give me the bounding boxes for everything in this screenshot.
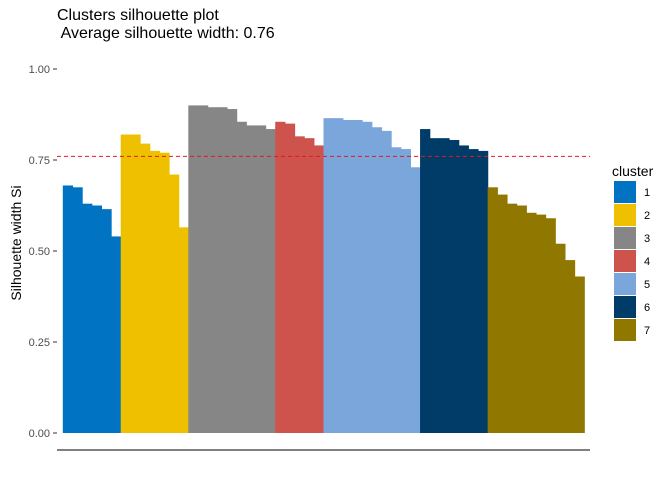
silhouette-bar-cluster-7 [564,260,576,433]
legend-swatch-4 [614,250,636,272]
silhouette-bar-cluster-1 [62,185,74,433]
silhouette-bar-cluster-5 [381,130,392,433]
legend-swatch-6 [614,296,636,318]
silhouette-bar-cluster-1 [82,203,93,433]
silhouette-bar-cluster-2 [169,174,180,433]
silhouette-bar-cluster-4 [294,136,305,433]
silhouette-bar-cluster-4 [313,145,325,433]
silhouette-bar-cluster-6 [458,145,469,433]
silhouette-bar-cluster-5 [391,147,402,433]
silhouette-bar-cluster-7 [516,205,527,433]
y-tick-label: 0.50 [29,246,50,258]
silhouette-bar-cluster-5 [342,119,354,434]
y-tick-label: 1.00 [29,64,50,76]
silhouette-bar-cluster-7 [497,194,508,433]
y-axis-label: Silhouette width Si [8,185,24,300]
legend-label-5: 5 [644,279,650,291]
silhouette-bar-cluster-3 [265,129,276,433]
silhouette-bar-cluster-5 [333,118,344,433]
y-tick-label: 0.00 [29,428,50,440]
silhouette-bar-cluster-6 [439,138,450,433]
bars-group [62,105,585,434]
y-tick-label: 0.25 [29,337,50,349]
silhouette-bar-cluster-2 [140,143,151,433]
silhouette-bar-cluster-7 [526,212,537,433]
legend-label-4: 4 [644,256,650,268]
chart-subtitle: Average silhouette width: 0.76 [57,25,275,42]
silhouette-bar-cluster-6 [429,138,440,433]
silhouette-bar-cluster-7 [545,218,556,433]
silhouette-bar-cluster-5 [371,127,383,434]
silhouette-bar-cluster-3 [207,107,218,433]
silhouette-bar-cluster-6 [449,139,460,434]
silhouette-bar-cluster-7 [555,243,566,433]
silhouette-bar-cluster-6 [477,150,489,433]
silhouette-bar-cluster-5 [352,119,363,434]
silhouette-bar-cluster-4 [275,121,286,433]
legend-label-6: 6 [644,302,650,314]
silhouette-bar-cluster-3 [226,109,238,433]
silhouette-bar-cluster-2 [130,134,141,433]
legend-label-1: 1 [644,187,650,199]
silhouette-bar-cluster-1 [91,205,103,433]
silhouette-bar-cluster-3 [217,107,228,433]
silhouette-bar-cluster-2 [149,150,160,433]
silhouette-bar-cluster-5 [400,149,412,433]
silhouette-bar-cluster-4 [304,138,315,433]
silhouette-bar-cluster-3 [236,121,247,433]
legend: cluster 1 2 3 4 5 6 7 [612,163,654,341]
silhouette-bar-cluster-1 [72,187,83,433]
legend-swatch-7 [614,319,636,341]
legend-swatch-5 [614,273,636,295]
y-axis-ticks: 0.00 0.25 0.50 0.75 1.00 [29,64,57,440]
silhouette-bar-cluster-4 [284,123,296,433]
silhouette-bar-cluster-6 [420,129,431,433]
legend-title: cluster [612,163,654,179]
chart-title: Clusters silhouette plot [57,7,219,24]
silhouette-bar-cluster-2 [159,152,170,433]
silhouette-bar-cluster-6 [468,149,479,433]
silhouette-bar-cluster-5 [323,118,334,433]
y-tick-label: 0.75 [29,155,50,167]
silhouette-bar-cluster-7 [535,214,547,433]
silhouette-bar-cluster-7 [487,187,498,433]
silhouette-bar-cluster-1 [101,209,112,433]
legend-label-2: 2 [644,210,650,222]
legend-swatch-1 [614,181,636,203]
silhouette-bar-cluster-3 [246,125,257,434]
legend-swatch-2 [614,204,636,226]
legend-label-3: 3 [644,233,650,245]
silhouette-bar-cluster-2 [178,227,189,433]
silhouette-bar-cluster-3 [188,105,199,434]
silhouette-bar-cluster-3 [255,125,267,434]
silhouette-bar-cluster-7 [506,203,518,433]
silhouette-bar-cluster-7 [574,276,585,433]
legend-swatch-3 [614,227,636,249]
legend-label-7: 7 [644,325,650,337]
silhouette-bar-cluster-1 [111,236,122,433]
silhouette-bar-cluster-2 [120,134,131,433]
silhouette-bar-cluster-5 [410,167,421,433]
silhouette-bar-cluster-3 [197,105,209,434]
silhouette-bar-cluster-5 [362,121,373,433]
